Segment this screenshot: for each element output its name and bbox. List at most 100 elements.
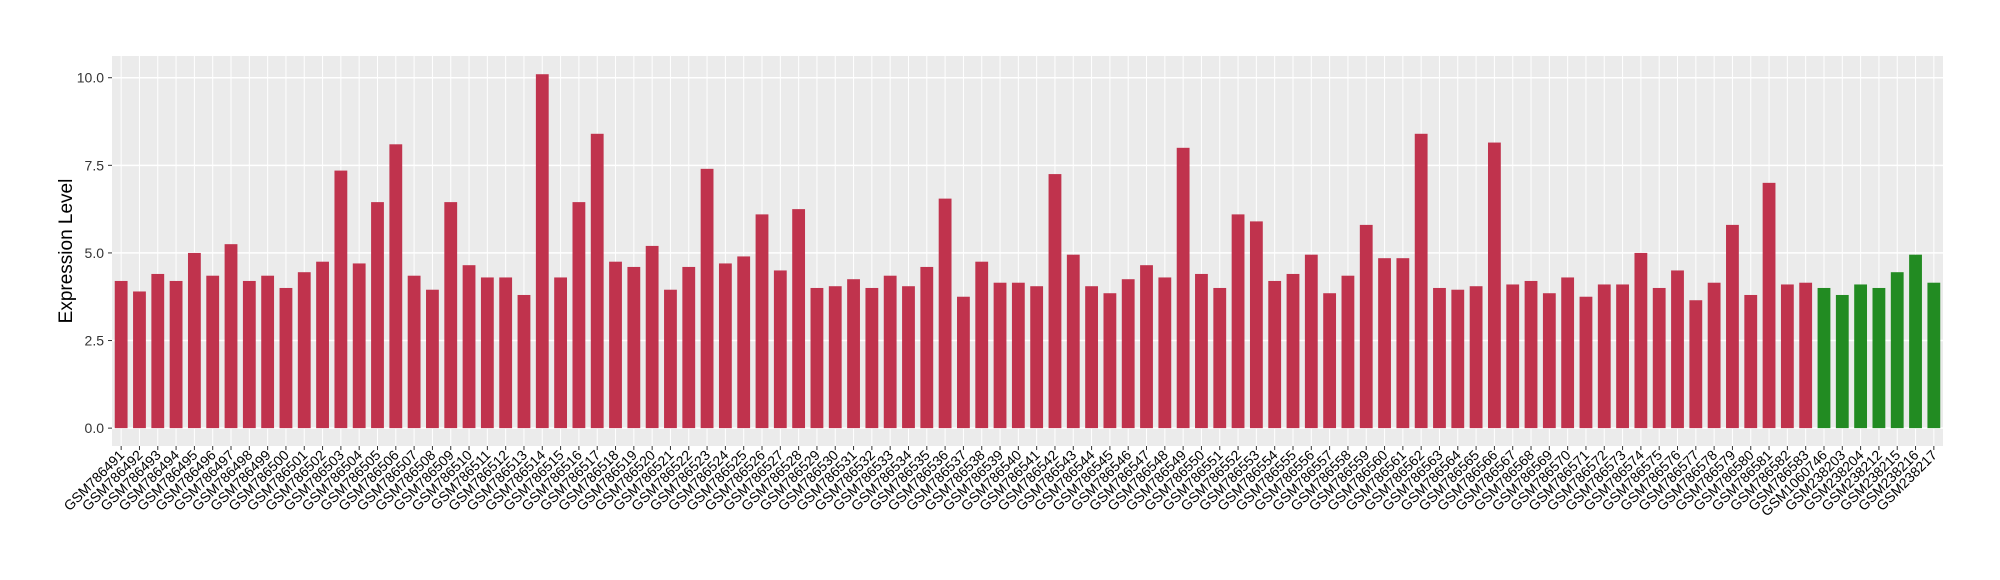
bar	[1616, 284, 1629, 429]
bar	[334, 170, 348, 429]
bar	[590, 133, 604, 429]
bar	[975, 261, 989, 429]
bar	[206, 275, 220, 429]
bar	[1854, 284, 1868, 429]
bar	[1414, 133, 1428, 429]
bar	[1249, 221, 1263, 429]
bar	[883, 275, 897, 429]
bar	[865, 287, 879, 429]
bar	[462, 265, 476, 429]
bar	[627, 266, 641, 429]
bar	[517, 294, 531, 429]
bar	[1103, 293, 1117, 429]
bar	[993, 282, 1007, 429]
bar	[1689, 300, 1703, 429]
y-tick-label: 0.0	[85, 420, 105, 436]
bar	[371, 202, 384, 429]
bar	[1451, 289, 1465, 429]
y-tick-label: 10.0	[77, 70, 104, 86]
bar	[114, 280, 128, 429]
bar	[297, 272, 311, 429]
y-axis-title: Expression Level	[56, 179, 77, 324]
bar	[444, 202, 458, 429]
bar	[902, 286, 915, 429]
bar	[389, 144, 403, 429]
plot-panel	[112, 56, 1943, 446]
bar	[718, 263, 732, 429]
bar	[1213, 287, 1227, 429]
y-tick-label: 2.5	[85, 333, 105, 349]
bar	[847, 279, 860, 429]
bar	[920, 266, 934, 429]
bar	[1341, 275, 1355, 429]
bar	[773, 270, 787, 429]
bar	[1890, 272, 1904, 429]
bar	[1011, 282, 1025, 429]
bar	[1506, 284, 1520, 429]
bar	[1121, 279, 1135, 429]
bar	[1762, 182, 1776, 429]
y-tick-label: 5.0	[85, 245, 105, 261]
bar	[1231, 214, 1245, 429]
bar	[938, 198, 952, 429]
bar	[1158, 277, 1172, 429]
bar	[1066, 254, 1080, 429]
bar	[682, 266, 696, 429]
bar	[1030, 286, 1044, 429]
bar	[407, 275, 421, 429]
bar	[1927, 282, 1941, 429]
bar	[499, 277, 513, 429]
bar	[700, 168, 714, 429]
bar	[1542, 293, 1556, 429]
bar	[1304, 254, 1318, 429]
bar	[1085, 286, 1098, 429]
bar	[755, 214, 769, 429]
bar	[828, 286, 842, 429]
bar	[1048, 174, 1062, 429]
bar	[1396, 258, 1410, 429]
bar	[1780, 284, 1794, 429]
bar	[1487, 142, 1501, 429]
bar	[609, 261, 622, 429]
bar	[664, 289, 677, 429]
bar	[1359, 224, 1373, 429]
bar	[316, 261, 329, 429]
bar	[1835, 294, 1849, 429]
bar	[1140, 265, 1153, 429]
bar	[1799, 282, 1813, 429]
bar	[1817, 287, 1831, 429]
bar	[1561, 277, 1575, 429]
bar	[1909, 254, 1922, 429]
bar	[151, 273, 165, 429]
bar	[1433, 287, 1446, 429]
bar	[792, 209, 806, 429]
bar	[133, 291, 146, 429]
bar	[810, 287, 824, 429]
bar	[480, 277, 494, 429]
bar	[1268, 280, 1282, 429]
bar	[1872, 287, 1886, 429]
bar	[645, 245, 659, 429]
bar	[572, 202, 586, 429]
bar	[224, 244, 238, 429]
bar	[737, 256, 751, 429]
bar	[279, 287, 293, 429]
bar	[1744, 294, 1758, 429]
bar	[1652, 287, 1666, 429]
bar	[1195, 273, 1208, 429]
bar	[426, 289, 439, 429]
bar	[554, 277, 568, 429]
bar	[352, 263, 366, 429]
bar	[1378, 258, 1391, 429]
bar	[1323, 293, 1337, 429]
bar	[1726, 224, 1739, 429]
bar	[261, 275, 275, 429]
bar	[1707, 282, 1721, 429]
bar	[1286, 273, 1300, 429]
bar	[1597, 284, 1611, 429]
bar	[1469, 286, 1483, 429]
bar	[169, 280, 183, 429]
bar	[1671, 270, 1684, 429]
bar	[187, 252, 201, 429]
